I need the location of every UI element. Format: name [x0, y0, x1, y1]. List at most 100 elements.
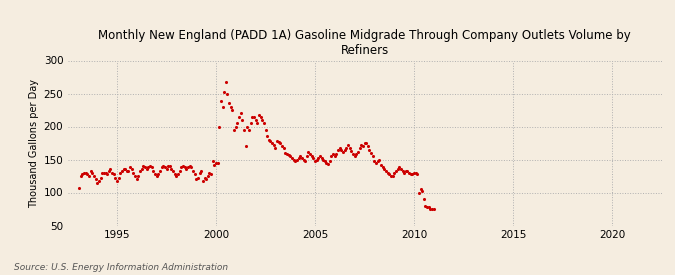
Point	[358, 144, 369, 148]
Point	[397, 169, 408, 173]
Point	[427, 207, 437, 211]
Point	[346, 149, 356, 153]
Point	[146, 165, 157, 170]
Point	[325, 159, 335, 163]
Point	[319, 159, 330, 163]
Point	[425, 207, 436, 211]
Point	[122, 169, 132, 174]
Point	[417, 189, 428, 193]
Point	[117, 169, 128, 173]
Point	[100, 170, 111, 175]
Point	[148, 169, 159, 173]
Point	[171, 174, 182, 178]
Point	[290, 159, 300, 163]
Point	[174, 169, 185, 173]
Point	[217, 104, 228, 109]
Point	[300, 159, 310, 163]
Point	[371, 161, 381, 165]
Point	[389, 170, 400, 175]
Point	[385, 174, 396, 178]
Point	[230, 124, 241, 129]
Point	[410, 170, 421, 175]
Point	[275, 141, 286, 145]
Point	[136, 167, 147, 172]
Point	[331, 152, 342, 156]
Point	[359, 141, 370, 145]
Point	[197, 178, 208, 183]
Point	[285, 154, 296, 158]
Point	[120, 167, 131, 172]
Point	[118, 167, 129, 172]
Point	[315, 154, 325, 158]
Point	[284, 153, 294, 157]
Point	[362, 144, 373, 148]
Point	[269, 143, 279, 147]
Text: Source: U.S. Energy Information Administration: Source: U.S. Energy Information Administ…	[14, 263, 227, 272]
Point	[423, 205, 434, 209]
Point	[165, 164, 176, 168]
Point	[242, 124, 252, 129]
Point	[404, 170, 414, 175]
Point	[202, 174, 213, 178]
Point	[415, 187, 426, 191]
Point	[286, 155, 297, 160]
Point	[236, 111, 246, 116]
Point	[334, 145, 345, 150]
Point	[296, 156, 307, 160]
Point	[181, 167, 192, 172]
Point	[156, 165, 167, 170]
Point	[215, 99, 226, 104]
Point	[107, 170, 117, 175]
Point	[178, 164, 188, 168]
Point	[225, 104, 236, 109]
Point	[186, 165, 196, 170]
Point	[281, 152, 292, 156]
Point	[110, 176, 121, 180]
Point	[293, 155, 304, 160]
Point	[265, 139, 276, 143]
Point	[329, 154, 340, 158]
Point	[132, 177, 142, 182]
Point	[399, 170, 410, 175]
Point	[84, 174, 95, 178]
Point	[344, 145, 355, 150]
Point	[429, 207, 439, 211]
Point	[77, 172, 88, 176]
Point	[166, 167, 177, 172]
Point	[348, 152, 358, 156]
Point	[74, 186, 84, 190]
Point	[229, 128, 240, 132]
Point	[270, 145, 281, 150]
Point	[87, 170, 98, 175]
Point	[88, 174, 99, 178]
Point	[381, 169, 392, 173]
Point	[333, 147, 344, 152]
Point	[221, 79, 232, 84]
Point	[182, 165, 193, 170]
Point	[108, 172, 119, 176]
Point	[360, 141, 371, 145]
Point	[76, 174, 86, 178]
Point	[367, 154, 378, 158]
Point	[125, 165, 136, 170]
Point	[192, 176, 203, 180]
Point	[144, 164, 155, 168]
Point	[155, 169, 165, 173]
Point	[375, 163, 386, 167]
Title: Monthly New England (PADD 1A) Gasoline Midgrade Through Company Outlets Volume b: Monthly New England (PADD 1A) Gasoline M…	[98, 29, 631, 57]
Point	[212, 161, 223, 165]
Point	[256, 118, 267, 122]
Point	[133, 174, 144, 178]
Point	[130, 174, 140, 178]
Point	[161, 167, 172, 172]
Point	[271, 139, 282, 143]
Point	[390, 169, 401, 173]
Point	[341, 145, 352, 150]
Point	[176, 165, 187, 170]
Point	[255, 114, 266, 119]
Point	[188, 169, 198, 173]
Point	[111, 178, 122, 183]
Point	[85, 169, 96, 174]
Point	[262, 134, 273, 139]
Point	[303, 149, 314, 154]
